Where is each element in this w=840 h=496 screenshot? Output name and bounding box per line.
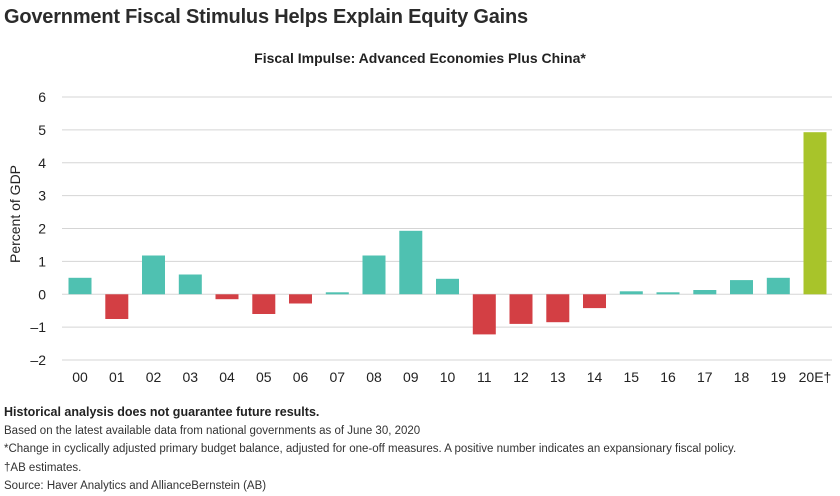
bar-11 — [472, 294, 496, 335]
bar-14 — [583, 294, 606, 309]
bar-15 — [619, 291, 643, 295]
disclaimer-text: Historical analysis does not guarantee f… — [4, 405, 320, 419]
y-tick-label: 3 — [38, 188, 46, 204]
x-tick-label: 05 — [256, 369, 272, 385]
x-tick-label: 16 — [660, 369, 676, 385]
footnote-dagger: †AB estimates. — [4, 461, 82, 474]
x-tick-label: 07 — [329, 369, 345, 385]
x-tick-label: 03 — [182, 369, 198, 385]
bar-06 — [289, 294, 312, 304]
bar-04 — [215, 294, 239, 300]
gridlines — [62, 96, 832, 361]
bar-20E — [803, 132, 827, 295]
y-tick-label: 6 — [38, 89, 46, 105]
bar-16 — [656, 292, 680, 295]
x-tick-label: 14 — [587, 369, 603, 385]
bar-01 — [105, 294, 129, 319]
x-tick-label: 12 — [513, 369, 529, 385]
bar-12 — [509, 294, 533, 324]
y-tick-label: 0 — [38, 286, 46, 302]
x-tick-label: 04 — [219, 369, 235, 385]
x-tick-label: 19 — [770, 369, 786, 385]
bar-02 — [142, 255, 165, 295]
y-axis-title: Percent of GDP — [7, 165, 23, 263]
bar-00 — [68, 277, 92, 295]
footnote-star: *Change in cyclically adjusted primary b… — [4, 443, 737, 455]
bar-09 — [399, 230, 423, 295]
x-tick-label: 08 — [366, 369, 382, 385]
bar-05 — [252, 294, 276, 314]
bar-08 — [362, 255, 386, 295]
bar-19 — [766, 277, 790, 295]
bars — [68, 132, 827, 335]
y-tick-label: 1 — [38, 253, 46, 269]
y-tick-label: 2 — [38, 221, 46, 237]
x-tick-label: 18 — [734, 369, 750, 385]
bar-18 — [730, 280, 753, 295]
notes-block: Historical analysis does not guarantee f… — [4, 403, 736, 496]
bar-13 — [546, 294, 570, 323]
page-title: Government Fiscal Stimulus Helps Explain… — [4, 6, 528, 28]
x-tick-labels: 00 01 02 03 04 05 06 07 08 09 10 11 12 13 14 15 16 17 18 19… — [72, 369, 831, 385]
x-tick-label: 17 — [697, 369, 713, 385]
x-tick-label: 00 — [72, 369, 88, 385]
x-tick-label: 02 — [146, 369, 162, 385]
x-tick-label: 13 — [550, 369, 566, 385]
x-tick-label: 01 — [109, 369, 125, 385]
bar-03 — [178, 274, 202, 295]
bar-10 — [436, 278, 459, 295]
x-tick-label: 20E† — [799, 369, 832, 385]
x-tick-label: 06 — [293, 369, 309, 385]
y-tick-label: –1 — [30, 319, 46, 335]
bar-17 — [693, 290, 717, 295]
x-tick-label: 15 — [623, 369, 639, 385]
basis-text: Based on the latest available data from … — [4, 424, 421, 437]
source-text: Source: Haver Analytics and AllianceBern… — [4, 480, 267, 492]
x-tick-label: 10 — [440, 369, 456, 385]
y-tick-label: –2 — [30, 352, 46, 368]
x-tick-label: 11 — [477, 369, 492, 385]
x-tick-label: 09 — [403, 369, 419, 385]
y-tick-label: 4 — [38, 155, 46, 171]
y-tick-label: 5 — [38, 122, 46, 138]
chart-title: Fiscal Impulse: Advanced Economies Plus … — [254, 50, 586, 66]
bar-07 — [325, 292, 349, 295]
y-tick-labels: 6 5 4 3 2 1 0 –1 –2 — [30, 89, 46, 368]
